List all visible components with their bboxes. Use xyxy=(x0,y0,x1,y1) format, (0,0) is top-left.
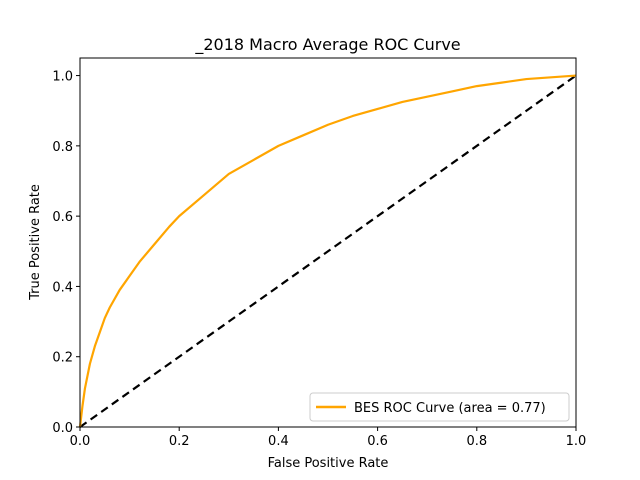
plot-frame xyxy=(79,57,577,428)
x-tick-label: 0.6 xyxy=(367,434,388,449)
roc-curve-line xyxy=(78,74,577,428)
y-tick-label: 0.0 xyxy=(52,421,73,436)
x-tick-label: 0.8 xyxy=(466,434,487,449)
x-tick-label: 0.4 xyxy=(268,434,289,449)
chance-diagonal-line xyxy=(79,74,577,428)
chart-title: _2018 Macro Average ROC Curve xyxy=(194,35,460,55)
legend: BES ROC Curve (area = 0.77) xyxy=(309,392,570,422)
y-tick-label: 1.0 xyxy=(52,70,73,85)
y-tick-label: 0.4 xyxy=(52,280,73,295)
y-tick-label: 0.6 xyxy=(52,210,73,225)
y-axis-label: True Positive Rate xyxy=(28,184,43,301)
x-axis: 0.0 0.2 0.4 0.6 0.8 1.0 xyxy=(70,427,587,449)
legend-label: BES ROC Curve (area = 0.77) xyxy=(354,401,546,416)
x-axis-label: False Positive Rate xyxy=(268,456,389,471)
x-tick-label: 0.0 xyxy=(70,434,91,449)
y-axis: 0.0 0.2 0.4 0.6 0.8 1.0 xyxy=(52,70,80,436)
legend-box xyxy=(309,392,570,422)
x-tick-label: 0.2 xyxy=(169,434,190,449)
y-tick-label: 0.8 xyxy=(52,140,73,155)
plot-area xyxy=(78,74,577,428)
x-tick-label: 1.0 xyxy=(566,434,587,449)
y-tick-label: 0.2 xyxy=(52,351,73,366)
